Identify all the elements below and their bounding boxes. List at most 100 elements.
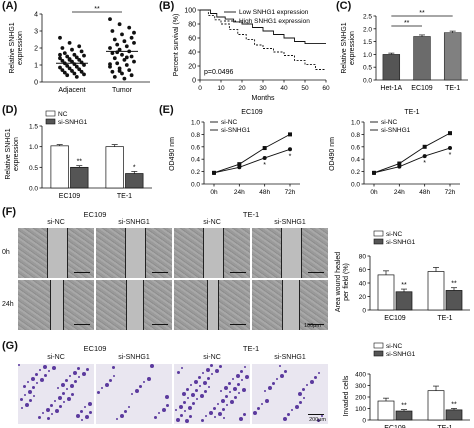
data-point [79,49,84,54]
stained-cell [85,415,89,419]
data-point [448,131,452,136]
data-point [117,47,122,52]
scale-bar [74,324,90,325]
invasion-micrograph [96,364,172,424]
significance-mark: ** [77,159,83,166]
significance-mark: ** [401,403,407,410]
wound-micrograph [174,280,250,330]
stained-cell [283,417,287,421]
data-point [74,75,79,79]
bar [105,146,124,189]
significance-mark: ** [419,10,425,17]
y-tick-label: 80 [359,254,367,261]
x-tick-label: 50 [301,85,309,92]
x-tick-label: EC109 [384,425,406,428]
y-tick-label: 40 [359,281,367,288]
scale-bar [74,272,90,273]
x-tick-label: EC109 [411,85,433,92]
stained-cell [236,374,240,378]
y-tick-label: 0.4 [191,157,200,164]
growth-line [373,132,451,174]
stained-cell [299,401,302,404]
stained-cell [253,411,257,415]
y-tick-label: 40 [188,50,196,57]
y-tick-label: 0.0 [191,182,200,189]
data-point [82,63,86,67]
stained-cell [147,377,151,381]
group-header: si-SNHG1 [118,354,150,361]
stained-cell [265,399,269,403]
stained-cell [242,388,246,392]
wound-gap [280,228,302,278]
data-point [120,52,124,57]
growth-line [213,148,291,174]
bar [445,409,463,421]
significance-mark: * [423,160,426,167]
stained-cell [321,415,323,417]
x-tick-label: 24h [394,189,405,196]
data-point [60,46,65,50]
stained-cell [44,374,47,377]
stained-cell [24,394,26,396]
y-tick-label: 1.5 [29,124,38,131]
data-point [132,30,136,35]
chart-d-bar: Relative SNHG1 expression 0.0 0.5 1.0 1.5 ** EC… [5,110,152,200]
stained-cell [298,392,302,396]
x-tick-label: 30 [259,85,267,92]
data-point [372,170,376,175]
data-point [108,17,112,21]
bar [395,291,413,311]
chart-g-bar: Invaded cells 0 100 200 300 400 ** EC109 ** TE-1 s… [343,342,470,428]
stained-cell [237,383,240,386]
data-point [397,161,402,166]
data-point [65,73,70,78]
stained-cell [261,403,263,405]
y-tick-label: 2 [34,46,38,53]
x-tick-label: 48h [259,189,270,196]
data-point [115,42,120,47]
stained-cell [238,392,240,394]
y-axis-label: Relative SNHG1 [5,128,12,179]
wound-gap [50,280,64,330]
x-tick-label: Adjacent [58,87,85,94]
stained-cell [42,412,44,414]
y-axis-label: Relative SNHG1 [341,22,348,73]
legend-swatch [373,342,384,349]
stained-cell [59,405,62,408]
stained-cell [48,370,50,372]
data-point [262,155,267,160]
data-point [122,58,127,62]
stained-cell [131,393,133,395]
stained-cell [232,378,234,380]
y-tick-label: 200 [355,395,366,402]
y-tick-label: 400 [355,372,366,379]
stained-cell [50,404,53,407]
stained-cell [284,370,287,373]
stained-cell [150,364,154,368]
x-tick-label: Het-1A [380,85,402,92]
stained-cell [206,368,210,372]
data-point [448,146,452,151]
data-point [110,51,115,55]
legend-swatch [45,110,56,117]
stained-cell [317,419,320,422]
legend-label: si-NC [381,119,398,126]
legend-label: si-SNHG1 [58,119,88,126]
wound-micrograph [252,228,328,278]
stained-cell [57,387,59,389]
bar [377,274,395,311]
stained-cell [240,370,243,373]
stained-cell [223,417,225,419]
x-tick-label: 48h [419,189,430,196]
stained-cell [74,380,77,383]
stained-cell [303,397,305,399]
stained-cell [318,372,320,374]
data-point [212,170,216,175]
y-tick-label: 0 [362,308,366,315]
group-header: si-NC [203,219,221,226]
group-header: si-SNHG1 [274,354,306,361]
scale-bar [230,324,246,325]
data-point [65,54,70,59]
stained-cell [101,387,103,389]
stained-cell [165,395,169,399]
